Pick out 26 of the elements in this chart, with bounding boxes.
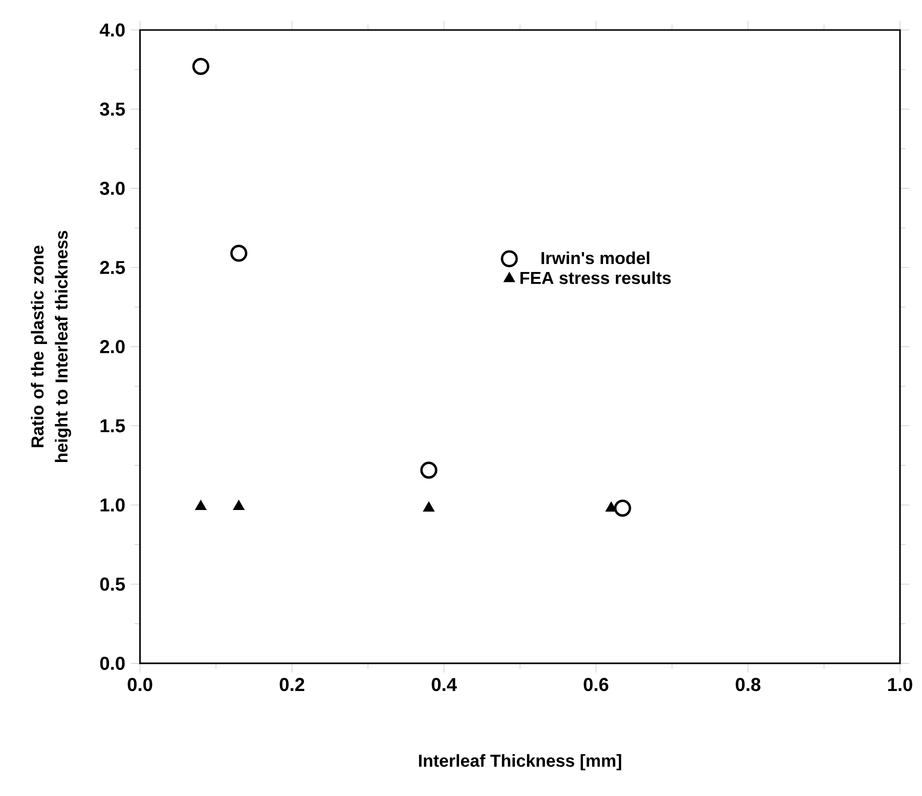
x-tick-label: 0.2 bbox=[280, 678, 304, 691]
y-axis-title: Ratio of the plastic zone height to Interleaf thickness bbox=[30, 230, 72, 462]
x-tick-label: 0.8 bbox=[736, 678, 760, 691]
y-tick-label: 2.0 bbox=[100, 340, 125, 354]
x-tick-label: 1.0 bbox=[888, 678, 912, 691]
y-tick-label: 3.5 bbox=[100, 102, 125, 116]
x-axis-title: Interleaf Thickness [mm] bbox=[419, 754, 622, 770]
y-tick-label: 4.0 bbox=[100, 23, 125, 36]
point bbox=[423, 502, 434, 512]
y-tick-label: 2.5 bbox=[100, 260, 125, 274]
point bbox=[230, 244, 248, 262]
point bbox=[420, 461, 438, 479]
x-tick-label: 0.4 bbox=[432, 678, 457, 691]
x-tick-label: 0.6 bbox=[584, 678, 608, 691]
y-tick-label: 0.0 bbox=[100, 656, 125, 670]
y-tick-label: 1.0 bbox=[100, 498, 125, 512]
y-tick-label: 1.5 bbox=[100, 419, 125, 432]
x-tick-label: 0.0 bbox=[128, 678, 152, 691]
point bbox=[192, 58, 210, 75]
y-tick-label: 0.5 bbox=[100, 577, 125, 591]
legend-label: Irwin's model bbox=[542, 251, 650, 264]
point bbox=[195, 500, 206, 510]
point bbox=[614, 499, 632, 517]
y-tick-label: 3.0 bbox=[100, 182, 125, 195]
point bbox=[233, 500, 244, 510]
legend-label: FEA stress results bbox=[520, 271, 671, 284]
